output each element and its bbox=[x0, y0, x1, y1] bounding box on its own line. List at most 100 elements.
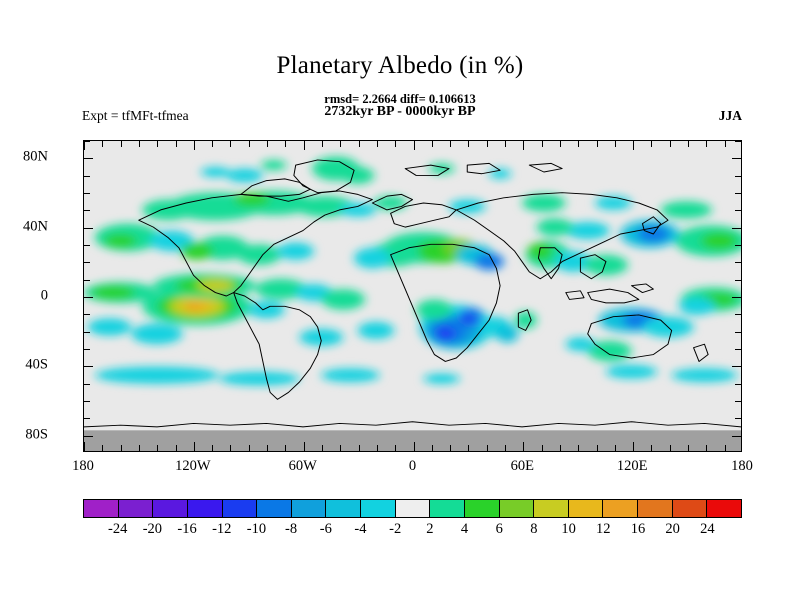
x-tick bbox=[651, 445, 653, 451]
y-tick bbox=[84, 141, 90, 142]
colorbar-cell[interactable] bbox=[603, 500, 638, 517]
x-tick bbox=[724, 141, 726, 147]
y-tick bbox=[84, 349, 90, 350]
colorbar-tick-label: -4 bbox=[354, 521, 367, 537]
x-tick bbox=[468, 445, 470, 451]
y-axis-tick-label: 0 bbox=[40, 287, 48, 304]
x-tick bbox=[431, 445, 433, 451]
x-tick bbox=[303, 141, 305, 150]
x-tick bbox=[376, 141, 378, 147]
colorbar-cell[interactable] bbox=[84, 500, 119, 517]
y-tick bbox=[84, 158, 93, 160]
x-tick bbox=[450, 141, 452, 147]
y-tick bbox=[732, 366, 741, 368]
y-tick bbox=[735, 245, 741, 246]
y-tick bbox=[84, 297, 93, 298]
x-tick bbox=[193, 141, 195, 150]
x-tick bbox=[340, 141, 342, 147]
x-tick bbox=[175, 445, 177, 451]
colorbar[interactable] bbox=[83, 499, 742, 518]
colorbar-tick-label: -20 bbox=[142, 521, 163, 537]
colorbar-cell[interactable] bbox=[187, 500, 223, 517]
x-tick bbox=[285, 445, 287, 451]
x-tick bbox=[578, 445, 580, 451]
map-anomaly-field bbox=[84, 141, 741, 451]
colorbar-cell[interactable] bbox=[153, 500, 188, 517]
x-axis-tick-label: 180 bbox=[72, 458, 94, 474]
x-tick bbox=[102, 141, 104, 147]
x-tick bbox=[248, 445, 250, 451]
x-tick bbox=[267, 445, 269, 451]
x-tick bbox=[340, 445, 342, 451]
x-tick bbox=[193, 442, 195, 451]
y-axis-tick-label: 40N bbox=[23, 218, 48, 235]
y-tick bbox=[84, 314, 90, 316]
colorbar-tick-label: 8 bbox=[530, 521, 538, 537]
x-tick bbox=[450, 445, 452, 451]
x-tick bbox=[541, 141, 543, 147]
colorbar-tick-label: -10 bbox=[246, 521, 267, 537]
y-tick bbox=[732, 297, 741, 298]
x-tick bbox=[358, 445, 360, 451]
x-tick bbox=[212, 141, 214, 147]
x-tick bbox=[505, 445, 507, 451]
colorbar-tick-label: 16 bbox=[630, 521, 646, 537]
x-tick bbox=[559, 141, 561, 147]
x-tick bbox=[614, 445, 616, 451]
colorbar-cell[interactable] bbox=[499, 500, 535, 517]
y-tick bbox=[735, 141, 741, 142]
x-tick bbox=[468, 141, 470, 147]
colorbar-tick-label: -12 bbox=[212, 521, 232, 537]
experiment-label: Expt = tfMFt-tfmea bbox=[82, 108, 189, 123]
colorbar-tick-label: -6 bbox=[319, 521, 332, 537]
y-tick bbox=[84, 262, 90, 264]
colorbar-cell[interactable] bbox=[291, 500, 327, 517]
x-tick bbox=[358, 141, 360, 147]
x-tick bbox=[651, 141, 653, 147]
page-title: Planetary Albedo (in %) bbox=[276, 52, 524, 79]
y-tick bbox=[735, 279, 741, 281]
x-tick bbox=[321, 445, 323, 451]
y-tick bbox=[84, 418, 90, 420]
colorbar-cell[interactable] bbox=[430, 500, 465, 517]
colorbar-cell[interactable] bbox=[534, 500, 569, 517]
colorbar-cell[interactable] bbox=[118, 500, 154, 517]
x-tick bbox=[395, 141, 397, 147]
y-tick bbox=[732, 227, 741, 229]
colorbar-cell[interactable] bbox=[672, 500, 708, 517]
colorbar-tick-label: 6 bbox=[495, 521, 503, 537]
colorbar-cell[interactable] bbox=[568, 500, 604, 517]
colorbar-cell[interactable] bbox=[361, 500, 396, 517]
y-tick bbox=[735, 262, 741, 264]
x-tick bbox=[559, 445, 561, 451]
colorbar-cell[interactable] bbox=[257, 500, 292, 517]
x-axis-tick-label: 180 bbox=[731, 458, 753, 474]
x-tick bbox=[688, 141, 690, 147]
colorbar-cell[interactable] bbox=[464, 500, 500, 517]
colorbar-cell[interactable] bbox=[395, 500, 431, 517]
y-tick bbox=[735, 383, 741, 385]
y-tick bbox=[84, 175, 90, 177]
x-tick bbox=[321, 141, 323, 147]
x-tick bbox=[230, 141, 232, 147]
y-tick bbox=[732, 158, 741, 160]
y-tick bbox=[735, 401, 741, 402]
x-tick bbox=[395, 445, 397, 451]
colorbar-tick-label: -16 bbox=[177, 521, 197, 537]
x-axis-tick-label: 120W bbox=[175, 458, 211, 474]
y-tick bbox=[735, 210, 741, 212]
colorbar-cell[interactable] bbox=[638, 500, 673, 517]
x-tick bbox=[248, 141, 250, 147]
colorbar-cell[interactable] bbox=[222, 500, 258, 517]
x-tick bbox=[138, 141, 140, 147]
colorbar-cell[interactable] bbox=[326, 500, 361, 517]
x-tick bbox=[596, 445, 598, 451]
x-tick bbox=[633, 442, 635, 451]
season-label: JJA bbox=[718, 108, 742, 123]
colorbar-cell[interactable] bbox=[707, 500, 741, 517]
x-tick bbox=[413, 442, 415, 451]
colorbar-tick-label: -2 bbox=[389, 521, 402, 537]
y-tick bbox=[84, 210, 90, 212]
x-tick bbox=[614, 141, 616, 147]
period-subtitle: 2732kyr BP - 0000kyr BP bbox=[324, 104, 476, 119]
